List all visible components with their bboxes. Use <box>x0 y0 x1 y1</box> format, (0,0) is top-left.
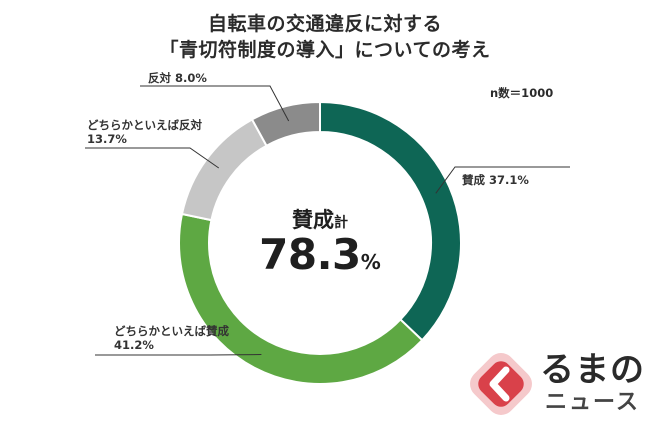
label-somewhat-agree: どちらかといえば賛成 41.2% <box>114 324 229 352</box>
center-total: 78.3% <box>230 230 410 279</box>
label-somewhat-oppose-text: どちらかといえば反対 <box>87 118 202 132</box>
chart-title-line-1: 自転車の交通違反に対する <box>207 13 442 35</box>
center-label-suffix: 計 <box>334 215 348 231</box>
label-agree: 賛成 37.1% <box>462 173 529 187</box>
logo-text-line-2: ニュース <box>545 390 640 415</box>
label-somewhat-oppose: どちらかといえば反対 13.7% <box>87 118 202 146</box>
center-total-value: 78.3 <box>259 230 361 279</box>
sample-size: n数＝1000 <box>490 86 554 100</box>
center-total-unit: % <box>360 250 381 274</box>
slice-oppose <box>250 100 321 148</box>
leader-oppose <box>140 85 290 122</box>
chart-title-line-2: 「青切符制度の導入」についての考え <box>159 39 491 61</box>
center-label: 賛成計 <box>245 204 395 234</box>
center-label-main: 賛成 <box>292 208 334 232</box>
kuruma-news-logo <box>470 353 532 415</box>
label-somewhat-agree-value: 41.2% <box>114 338 154 352</box>
leader-somewhat-oppose <box>85 147 220 169</box>
label-oppose: 反対 8.0% <box>148 71 207 85</box>
label-somewhat-oppose-value: 13.7% <box>87 132 127 146</box>
logo-text-line-1: るまの <box>540 350 645 390</box>
label-somewhat-agree-text: どちらかといえば賛成 <box>114 324 229 338</box>
leader-agree <box>435 166 570 194</box>
